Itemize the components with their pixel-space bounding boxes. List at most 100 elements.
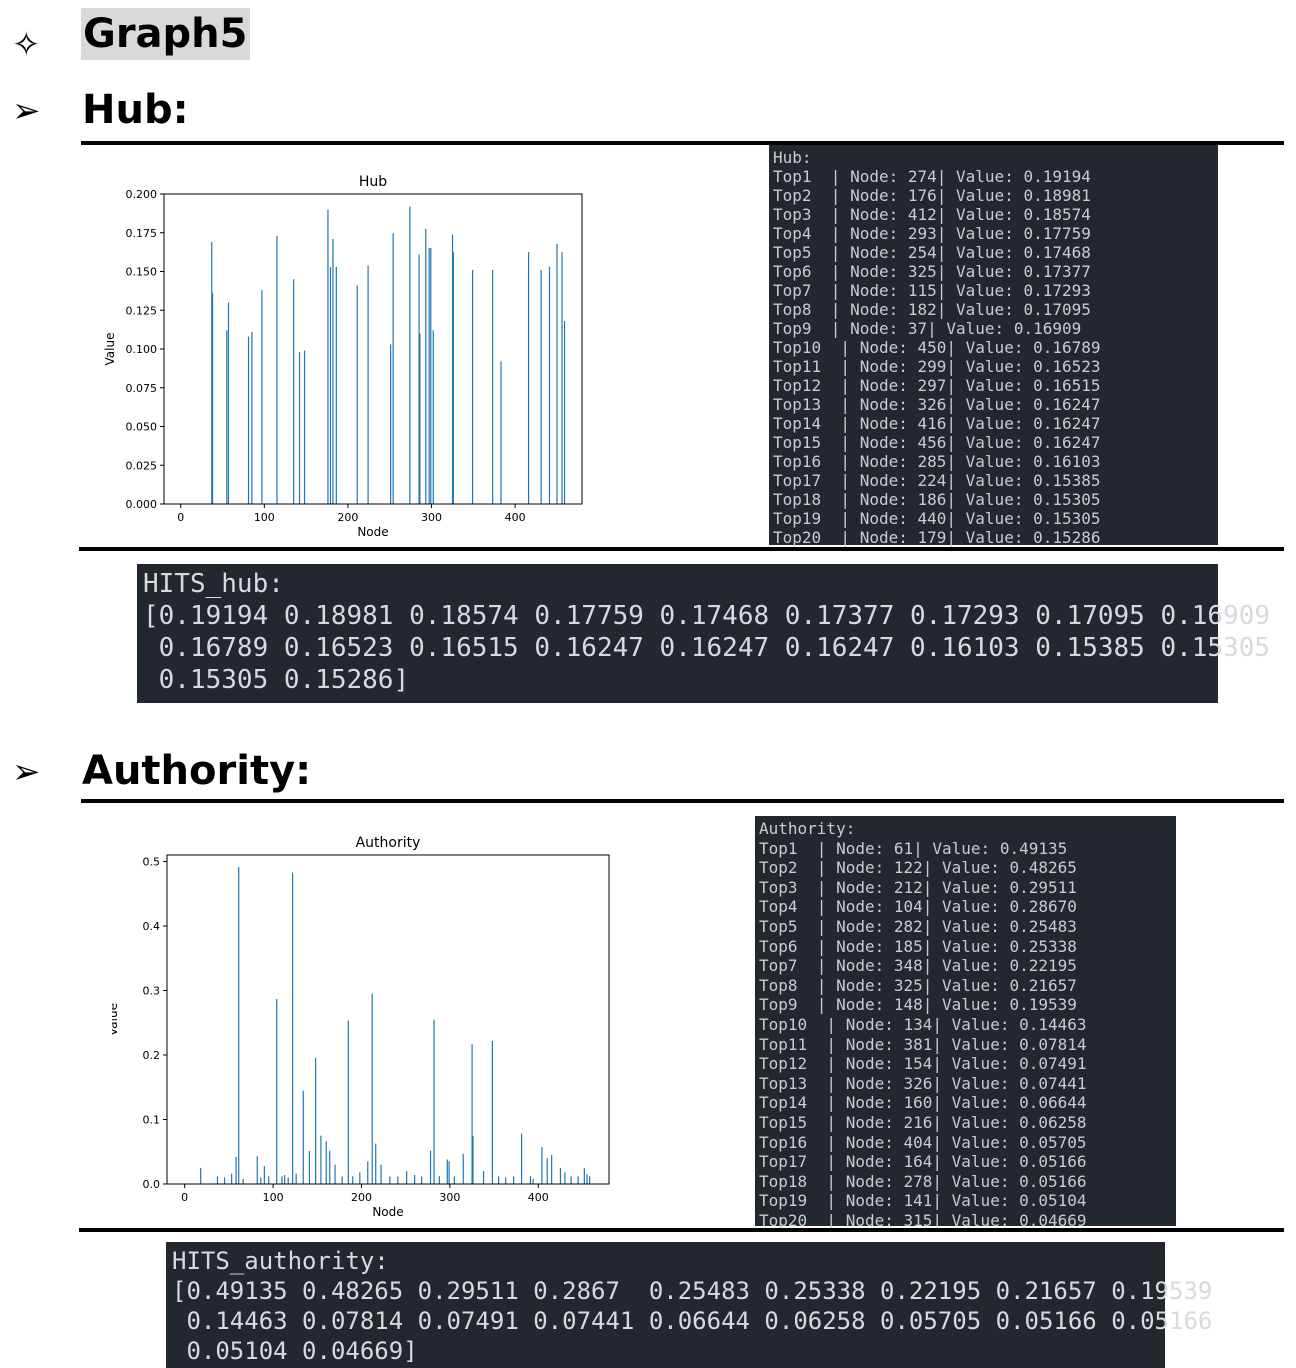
bar bbox=[216, 1176, 219, 1184]
bar bbox=[421, 1176, 423, 1184]
bar bbox=[500, 361, 502, 504]
bar bbox=[505, 1177, 507, 1184]
ranking-row: Top8 | Node: 182| Value: 0.17095 bbox=[773, 300, 1091, 319]
authority-chart-svg: Authority 0 100 200 300 400 0.0 0.1 0.2 0.3 0.4 0.5… bbox=[106, 835, 610, 1219]
bar bbox=[564, 1172, 566, 1184]
x-tick-label: 300 bbox=[421, 511, 442, 524]
bar bbox=[293, 279, 295, 504]
ranking-row: Top10 | Node: 450| Value: 0.16789 bbox=[773, 338, 1101, 357]
bar bbox=[425, 228, 427, 504]
bar bbox=[367, 265, 369, 504]
ranking-row: Top11 | Node: 299| Value: 0.16523 bbox=[773, 357, 1101, 376]
bar bbox=[375, 1143, 377, 1184]
bar bbox=[529, 1176, 532, 1184]
bar bbox=[200, 1167, 202, 1184]
ranking-row: Top12 | Node: 154| Value: 0.07491 bbox=[759, 1054, 1087, 1074]
bar bbox=[433, 1019, 435, 1184]
bar bbox=[329, 267, 332, 504]
hits-authority-line: [0.49135 0.48265 0.29511 0.2867 0.25483 … bbox=[172, 1277, 1213, 1305]
authority-table-bottom-border bbox=[79, 1228, 1284, 1232]
bar bbox=[563, 321, 566, 504]
bar bbox=[356, 285, 358, 504]
bar bbox=[414, 1174, 416, 1184]
bar bbox=[520, 1133, 523, 1184]
ranking-row: Top16 | Node: 404| Value: 0.05705 bbox=[759, 1132, 1087, 1152]
y-tick-label: 0.075 bbox=[126, 382, 158, 395]
y-tick-label: 0.0 bbox=[143, 1178, 161, 1191]
bar bbox=[527, 252, 530, 504]
authority-ranking-terminal: Authority: Top1 | Node: 61| Value: 0.491… bbox=[755, 816, 1176, 1230]
bar bbox=[448, 1161, 450, 1184]
bar bbox=[577, 1176, 579, 1184]
bar bbox=[276, 999, 278, 1184]
bar bbox=[242, 1178, 244, 1184]
bar bbox=[462, 1153, 464, 1184]
bar bbox=[334, 1164, 336, 1184]
bar bbox=[295, 1173, 297, 1184]
hub-terminal-title: Hub: bbox=[773, 148, 812, 167]
bar bbox=[308, 1151, 311, 1184]
bar bbox=[320, 1135, 322, 1184]
bar bbox=[586, 1174, 588, 1184]
bar bbox=[541, 1147, 543, 1184]
ranking-row: Top20 | Node: 179| Value: 0.15286 bbox=[773, 528, 1101, 547]
bar bbox=[235, 1156, 237, 1184]
ranking-row: Top7 | Node: 115| Value: 0.17293 bbox=[773, 281, 1091, 300]
y-tick-label: 0.5 bbox=[143, 855, 161, 868]
bar bbox=[430, 247, 432, 504]
y-axis-label: Value bbox=[103, 333, 117, 366]
ranking-row: Top2 | Node: 176| Value: 0.18981 bbox=[773, 186, 1091, 205]
x-tick-label: 100 bbox=[263, 1191, 284, 1204]
bar bbox=[390, 344, 392, 504]
bar bbox=[540, 269, 542, 504]
bar bbox=[263, 1165, 265, 1184]
hits-hub-line: 0.16789 0.16523 0.16515 0.16247 0.16247 … bbox=[143, 633, 1271, 663]
bar bbox=[428, 248, 430, 504]
bar bbox=[583, 1167, 585, 1184]
bar bbox=[367, 1161, 369, 1184]
bar bbox=[492, 269, 494, 504]
ranking-row: Top3 | Node: 212| Value: 0.29511 bbox=[759, 877, 1077, 897]
bar bbox=[287, 1177, 289, 1184]
bar bbox=[532, 1178, 534, 1184]
x-axis-label: Node bbox=[372, 1205, 403, 1219]
bar bbox=[406, 1171, 408, 1184]
ranking-row: Top19 | Node: 440| Value: 0.15305 bbox=[773, 509, 1101, 528]
ranking-row: Top18 | Node: 278| Value: 0.05166 bbox=[759, 1171, 1087, 1191]
y-tick-label: 0.3 bbox=[143, 984, 161, 997]
ranking-row: Top17 | Node: 224| Value: 0.15385 bbox=[773, 471, 1101, 490]
ranking-row: Top19 | Node: 141| Value: 0.05104 bbox=[759, 1191, 1087, 1211]
ranking-row: Top17 | Node: 164| Value: 0.05166 bbox=[759, 1152, 1087, 1172]
hub-table-bottom-border bbox=[79, 547, 1284, 551]
arrow-bullet-icon: ➢ bbox=[12, 752, 41, 792]
x-tick-label: 400 bbox=[528, 1191, 549, 1204]
y-tick-label: 0.000 bbox=[126, 498, 158, 511]
bar bbox=[302, 1090, 304, 1184]
sparkle-bullet-icon: ✧ bbox=[12, 25, 41, 65]
ranking-row: Top5 | Node: 282| Value: 0.25483 bbox=[759, 916, 1077, 936]
bar bbox=[453, 1176, 455, 1184]
bar bbox=[292, 872, 294, 1184]
bar bbox=[561, 252, 563, 504]
ranking-row: Top13 | Node: 326| Value: 0.16247 bbox=[773, 395, 1101, 414]
bar bbox=[276, 235, 278, 504]
hits-authority-line: 0.05104 0.04669] bbox=[172, 1337, 418, 1365]
ranking-row: Top14 | Node: 416| Value: 0.16247 bbox=[773, 414, 1101, 433]
bar bbox=[371, 993, 373, 1184]
bar bbox=[429, 1150, 432, 1184]
bar bbox=[260, 1177, 262, 1184]
hits-authority-line: 0.14463 0.07814 0.07491 0.07441 0.06644 … bbox=[172, 1307, 1213, 1335]
bar bbox=[335, 266, 337, 504]
hits-hub-output-terminal: HITS_hub: [0.19194 0.18981 0.18574 0.177… bbox=[137, 564, 1271, 703]
bar bbox=[548, 266, 551, 504]
bar bbox=[251, 331, 253, 504]
hits-hub-line: 0.15305 0.15286] bbox=[143, 665, 410, 695]
y-tick-label: 0.125 bbox=[126, 304, 158, 317]
bar bbox=[513, 1176, 515, 1184]
x-axis-label: Node bbox=[357, 525, 388, 539]
bar bbox=[303, 350, 306, 504]
ranking-row: Top8 | Node: 325| Value: 0.21657 bbox=[759, 975, 1077, 995]
ranking-row: Top2 | Node: 122| Value: 0.48265 bbox=[759, 858, 1077, 878]
x-tick-label: 300 bbox=[439, 1191, 460, 1204]
bar bbox=[482, 1171, 485, 1184]
